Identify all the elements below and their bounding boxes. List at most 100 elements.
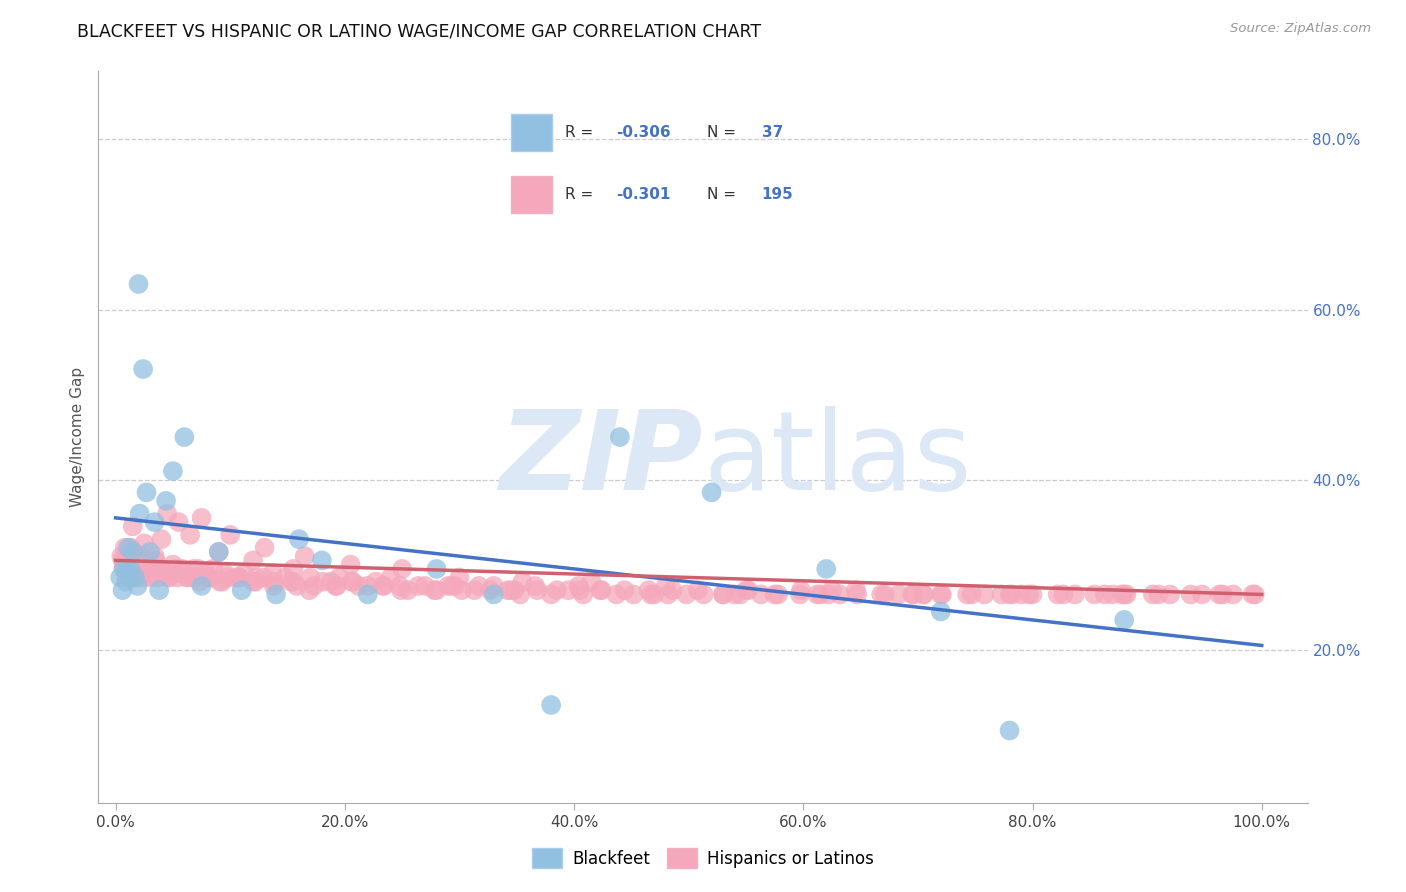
Point — [728, 587, 751, 601]
Point — [111, 553, 134, 567]
Point — [219, 528, 242, 542]
Point — [224, 570, 246, 584]
Point — [643, 587, 665, 601]
Point — [152, 566, 174, 581]
Point — [263, 574, 285, 589]
Point — [252, 570, 274, 584]
Point — [340, 574, 363, 589]
Point — [298, 583, 321, 598]
Point — [1094, 587, 1116, 601]
Point — [1147, 587, 1170, 601]
Point — [214, 566, 236, 581]
Point — [1244, 587, 1267, 601]
Point — [167, 515, 190, 529]
Point — [128, 277, 150, 291]
Point — [357, 579, 380, 593]
Point — [749, 587, 772, 601]
Point — [124, 558, 146, 572]
Point — [139, 566, 162, 581]
Point — [121, 545, 143, 559]
Point — [509, 587, 531, 601]
Point — [789, 587, 811, 601]
Point — [117, 570, 139, 584]
Point — [157, 570, 180, 584]
Point — [444, 579, 467, 593]
Point — [121, 549, 143, 563]
Point — [512, 574, 534, 589]
Point — [931, 587, 953, 601]
Point — [912, 587, 935, 601]
Point — [1208, 587, 1230, 601]
Point — [294, 549, 316, 563]
Point — [143, 549, 166, 563]
Point — [285, 579, 308, 593]
Point — [425, 583, 447, 598]
Point — [1018, 587, 1040, 601]
Point — [568, 583, 591, 598]
Point — [1064, 587, 1087, 601]
Point — [114, 541, 136, 555]
Point — [956, 587, 979, 601]
Point — [1046, 587, 1069, 601]
Point — [449, 570, 471, 584]
Point — [711, 587, 734, 601]
Point — [1101, 587, 1123, 601]
Point — [274, 570, 297, 584]
Point — [1111, 587, 1133, 601]
Point — [637, 583, 659, 598]
Point — [763, 587, 786, 601]
Point — [973, 587, 995, 601]
Point — [326, 579, 349, 593]
Point — [208, 545, 231, 559]
Point — [264, 587, 287, 601]
Point — [887, 587, 910, 601]
Point — [328, 570, 350, 584]
Text: Source: ZipAtlas.com: Source: ZipAtlas.com — [1230, 22, 1371, 36]
Point — [208, 545, 231, 559]
Point — [115, 562, 138, 576]
Point — [1083, 587, 1105, 601]
Point — [124, 570, 146, 584]
Point — [524, 579, 547, 593]
Point — [766, 587, 789, 601]
Point — [1194, 808, 1216, 822]
Point — [912, 587, 935, 601]
Text: ZIP: ZIP — [499, 406, 703, 513]
Point — [115, 562, 138, 576]
Point — [134, 570, 156, 584]
Point — [165, 562, 187, 576]
Point — [148, 583, 170, 598]
Point — [245, 574, 267, 589]
Point — [873, 587, 896, 601]
Point — [686, 583, 709, 598]
Point — [127, 579, 149, 593]
Point — [242, 553, 264, 567]
Point — [482, 587, 505, 601]
Point — [132, 362, 155, 376]
Point — [661, 583, 683, 598]
Point — [440, 579, 463, 593]
Point — [817, 587, 839, 601]
Point — [870, 587, 893, 601]
Point — [692, 587, 714, 601]
Point — [723, 587, 745, 601]
Point — [901, 587, 924, 601]
Point — [929, 587, 952, 601]
Point — [347, 579, 370, 593]
Point — [1212, 587, 1234, 601]
Point — [135, 485, 157, 500]
Point — [675, 587, 697, 601]
Point — [128, 507, 150, 521]
Point — [183, 570, 205, 584]
Point — [150, 562, 173, 576]
Point — [183, 562, 205, 576]
Point — [112, 562, 135, 576]
Point — [115, 553, 138, 567]
Point — [581, 574, 603, 589]
Point — [1001, 587, 1024, 601]
Point — [115, 574, 138, 589]
Point — [591, 583, 613, 598]
Point — [1114, 587, 1136, 601]
Point — [129, 562, 152, 576]
Point — [121, 519, 143, 533]
